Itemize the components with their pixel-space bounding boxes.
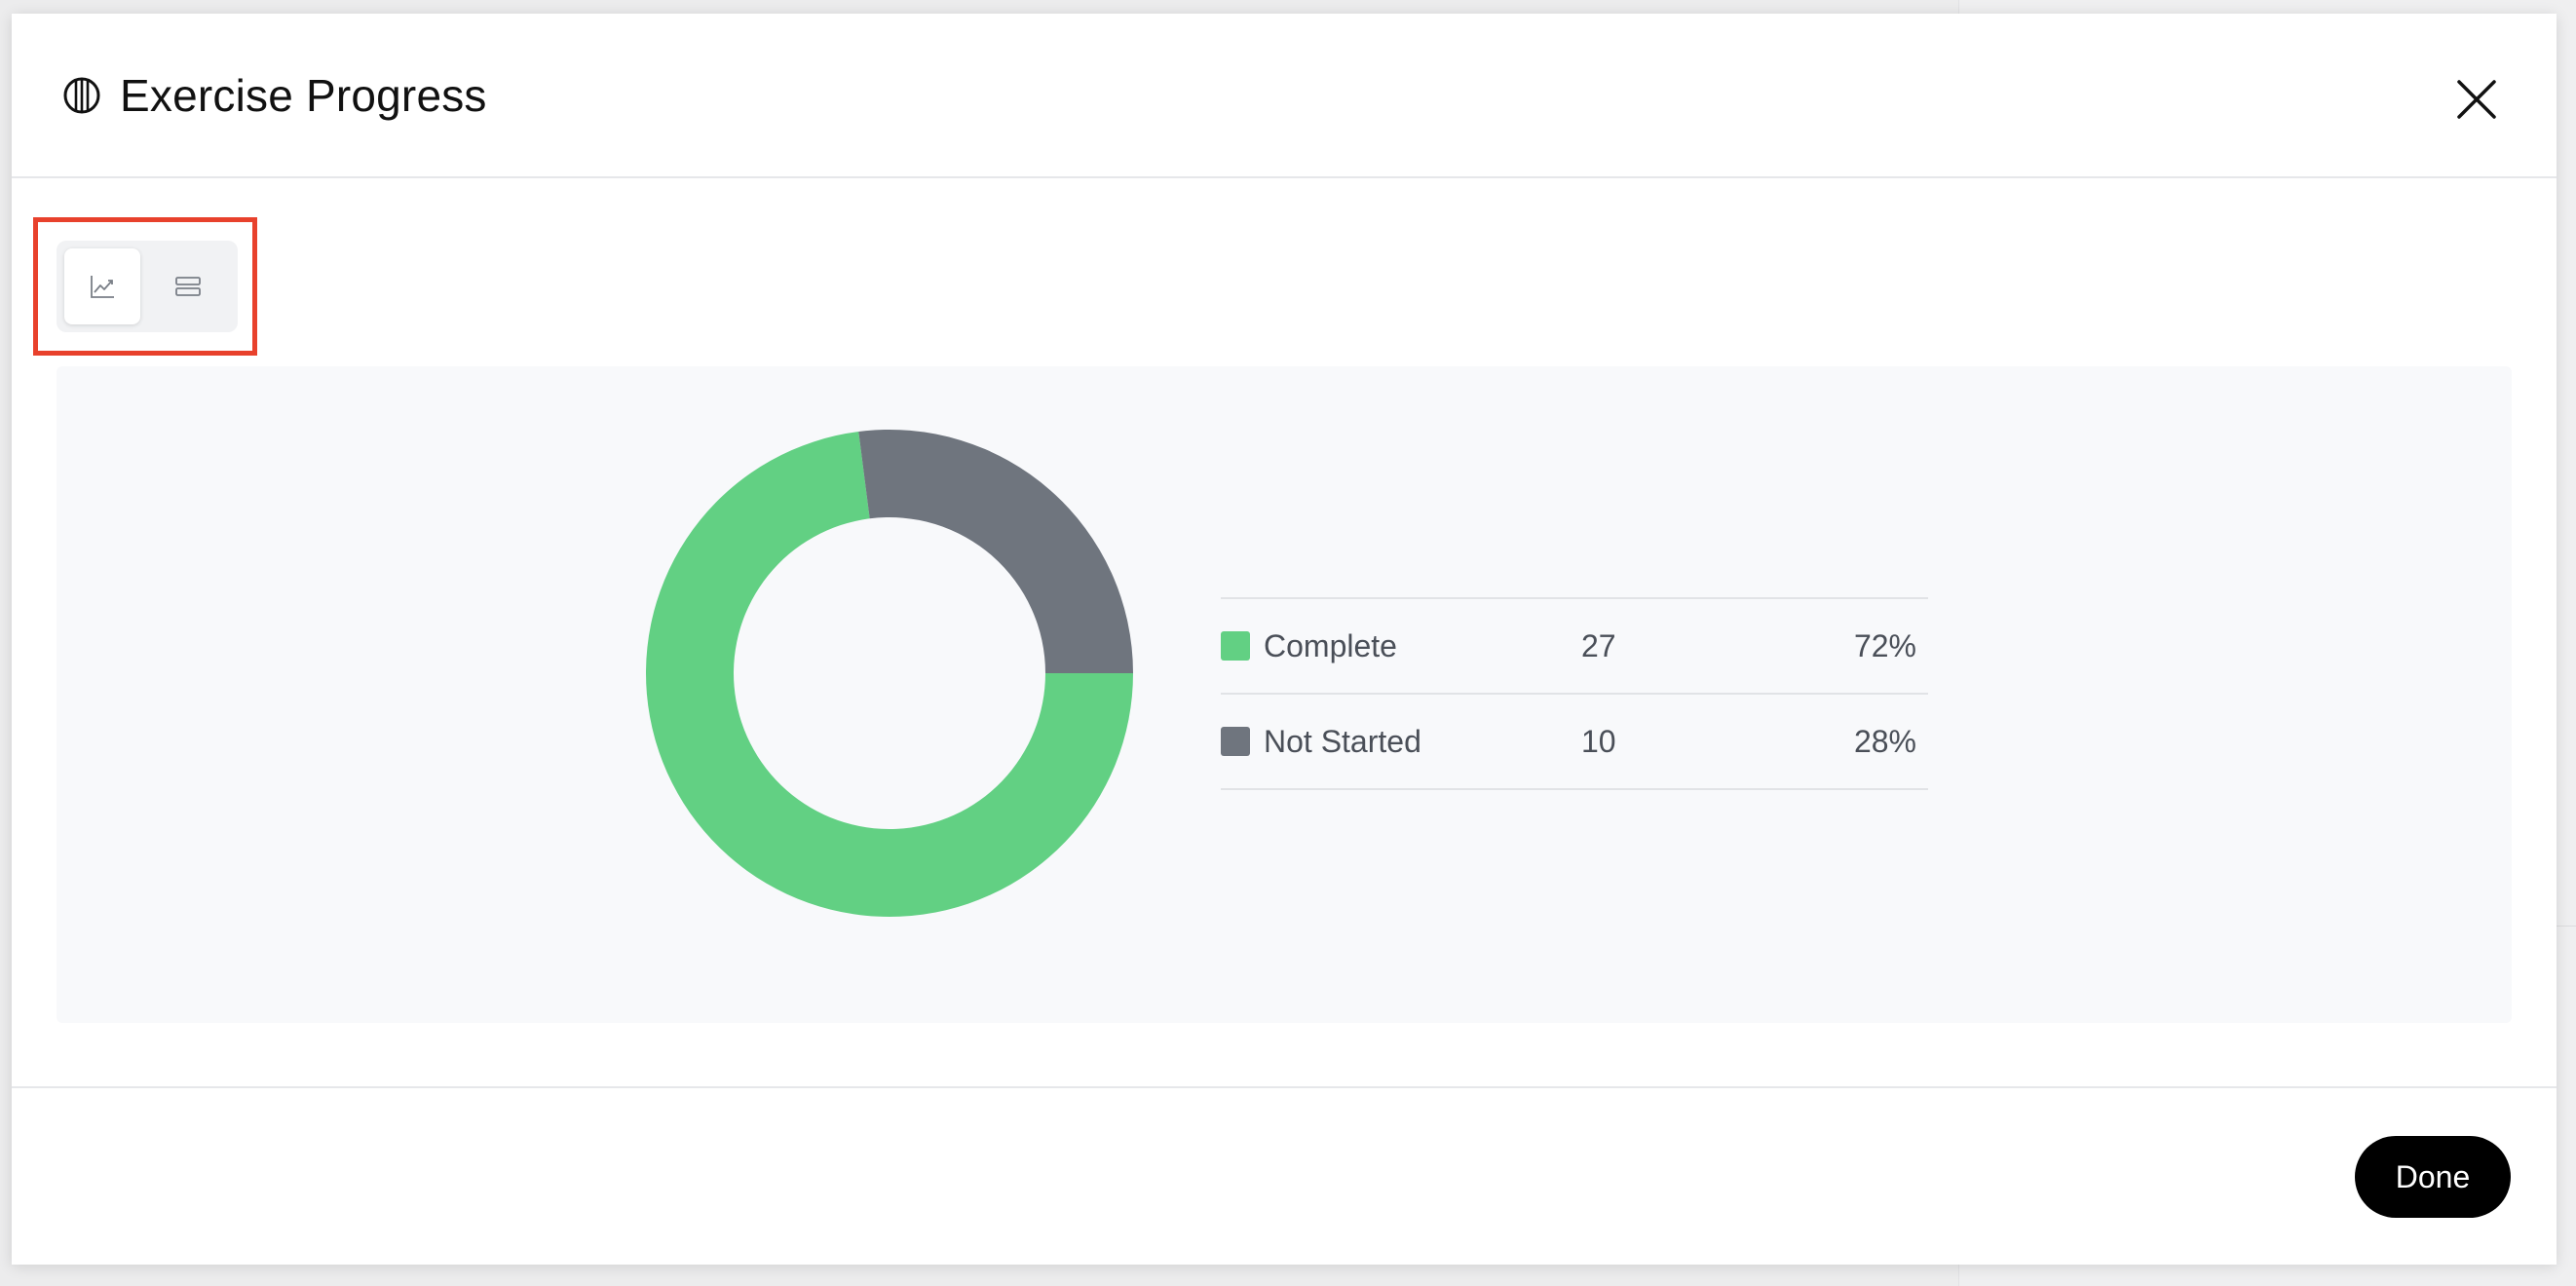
footer-divider [12,1086,2557,1088]
legend-label: Not Started [1264,724,1421,759]
donut-chart [646,430,1133,917]
legend-percent: 72% [1853,628,1916,663]
legend-count: 27 [1581,628,1616,663]
donut-slice-not-started[interactable] [858,430,1133,673]
list-rows-icon [175,277,201,296]
legend-swatch-complete [1221,631,1250,661]
chart-panel: Complete 27 72% Not Started 10 28% [57,366,2512,1023]
close-button[interactable] [2447,70,2506,129]
donut-slice-complete[interactable] [646,432,1133,917]
contrast-circle-icon [63,77,100,114]
modal-title: Exercise Progress [120,70,487,121]
legend-percent: 28% [1853,724,1916,759]
legend-row-not-started: Not Started 10 28% [1221,695,1928,790]
legend-count: 10 [1581,724,1616,759]
legend-swatch-not-started [1221,727,1250,756]
done-button[interactable]: Done [2355,1136,2511,1218]
view-toggle-group [57,241,238,332]
modal-header: Exercise Progress [12,14,2557,178]
legend-label: Complete [1264,628,1397,663]
exercise-progress-modal: Exercise Progress [12,14,2557,1265]
line-chart-icon [91,276,114,298]
view-toggle-highlight [33,217,257,356]
chart-view-button[interactable] [64,248,140,324]
list-view-button[interactable] [150,248,226,324]
legend-row-complete: Complete 27 72% [1221,599,1928,695]
close-icon [2457,80,2496,119]
chart-legend: Complete 27 72% Not Started 10 28% [1221,597,1928,790]
